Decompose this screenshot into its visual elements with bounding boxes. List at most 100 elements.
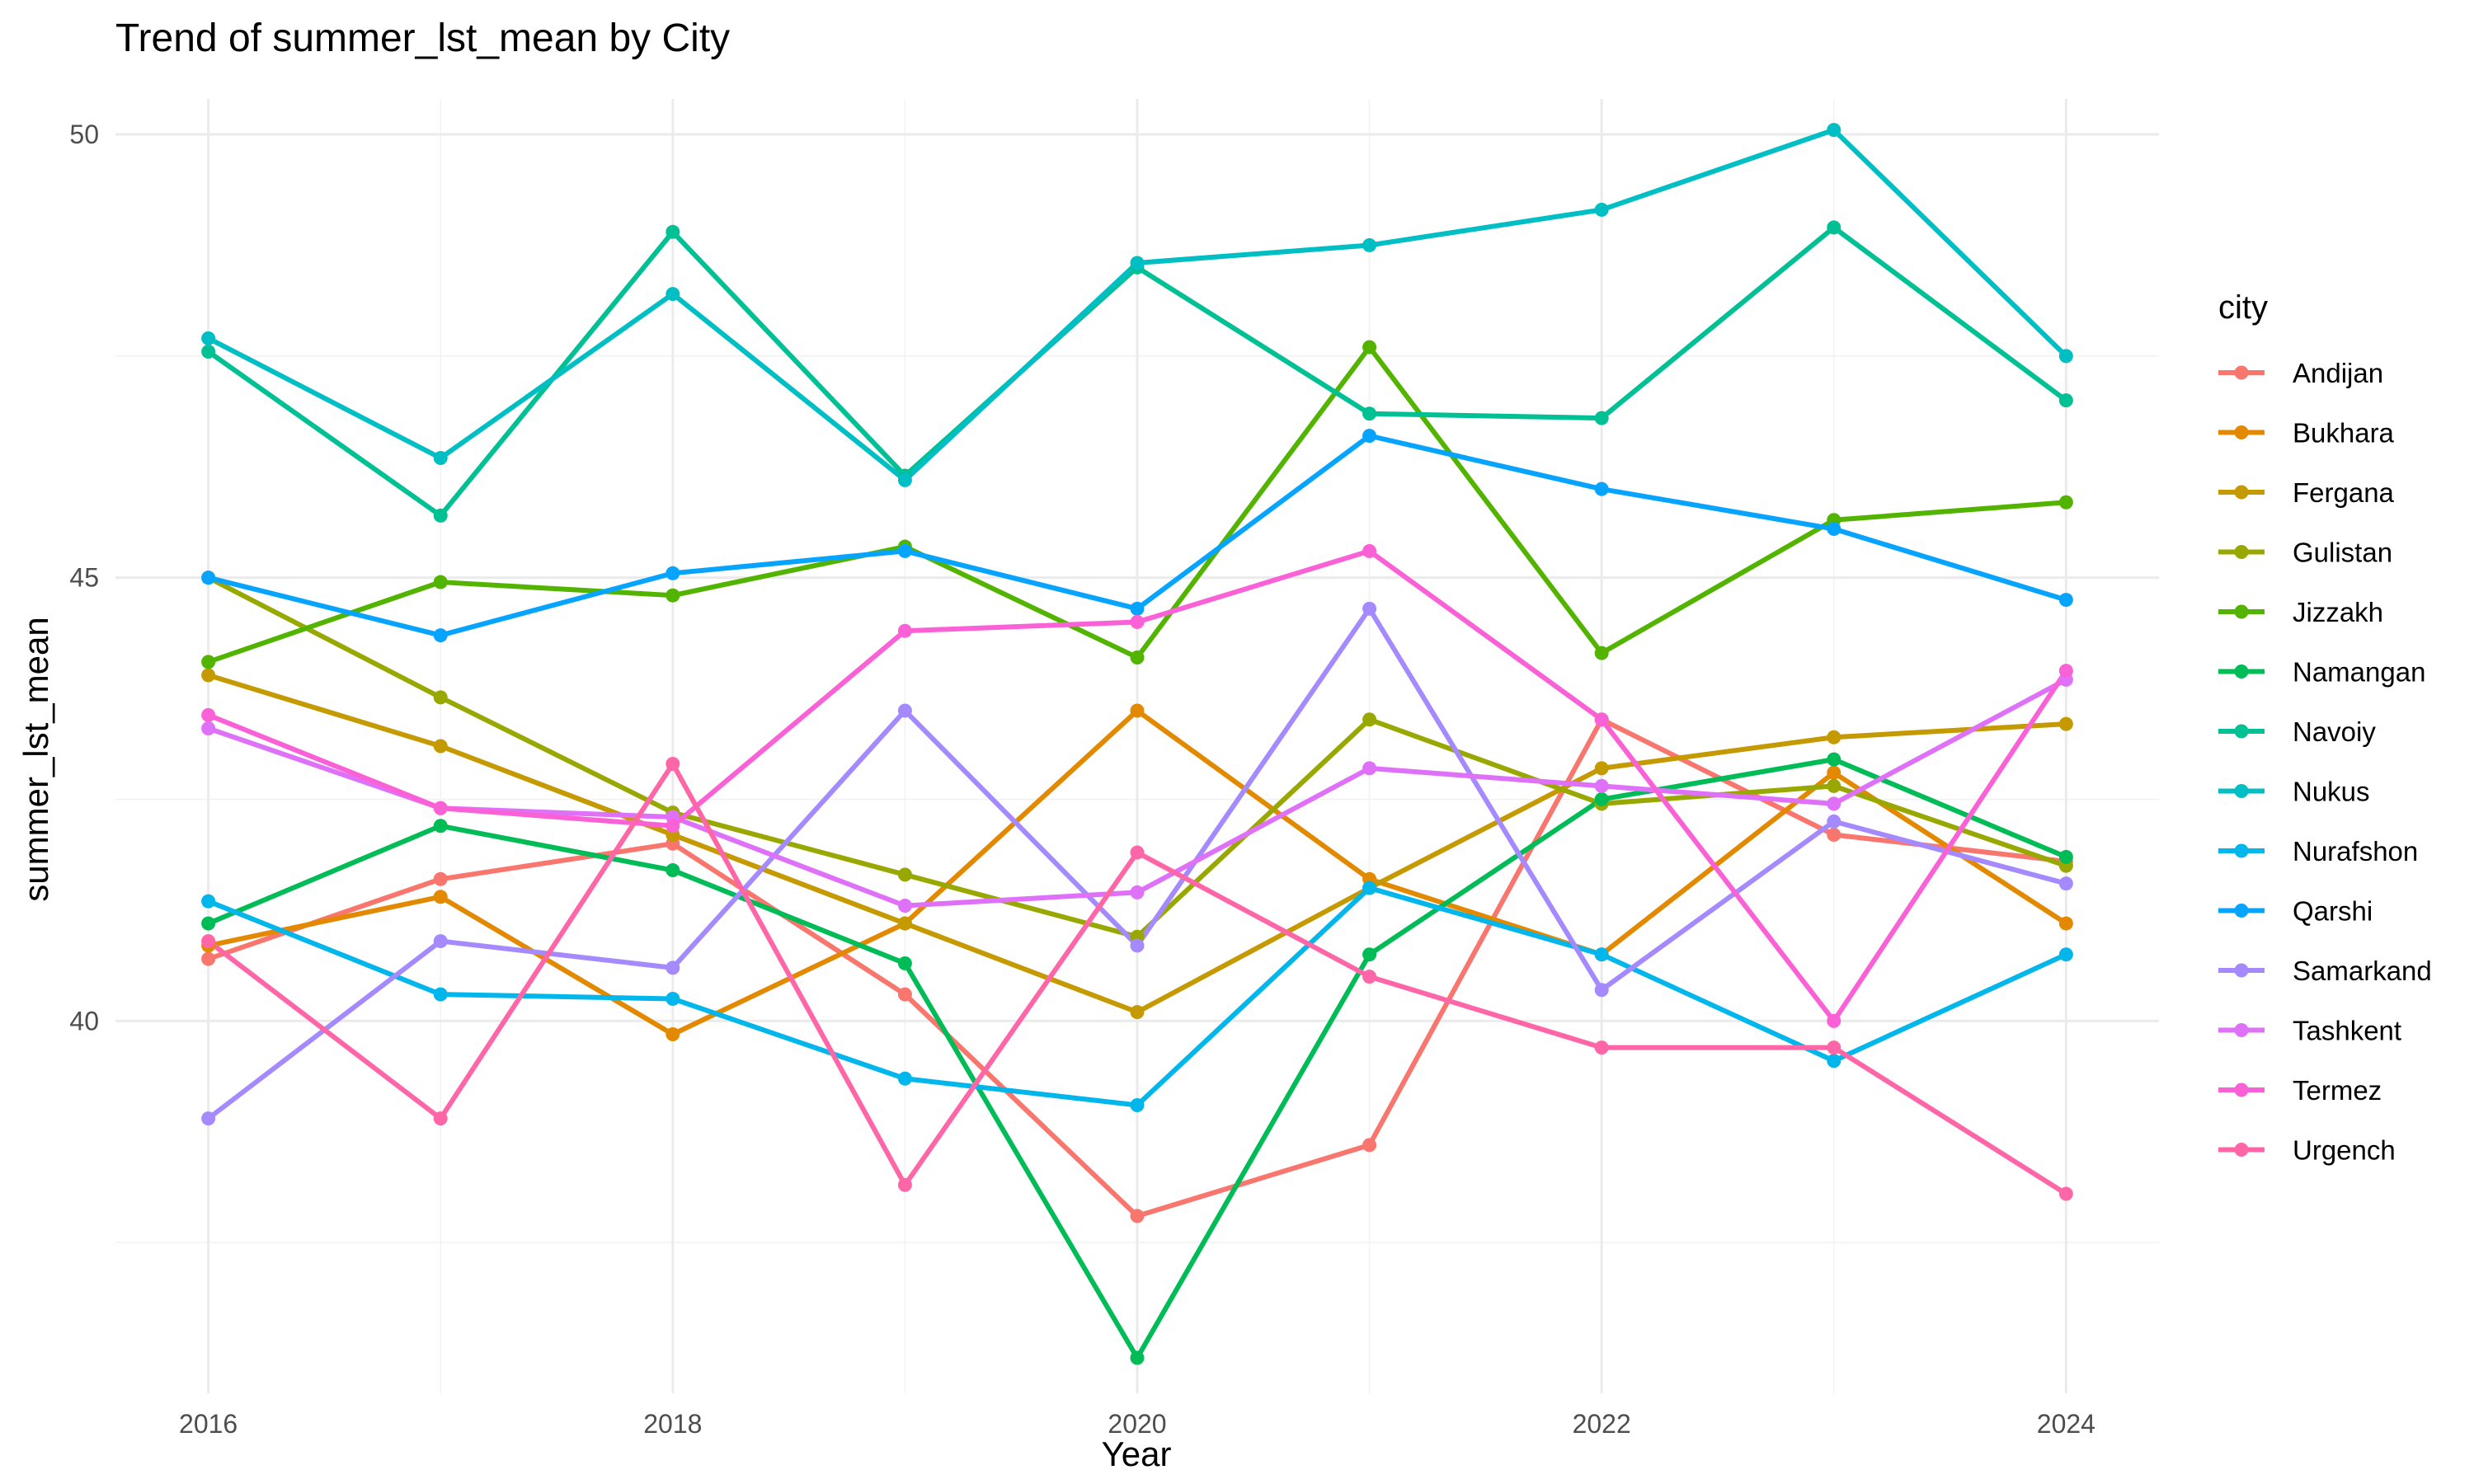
data-point-samarkand [1130, 938, 1145, 953]
data-point-nurafshon [201, 894, 216, 909]
data-point-namangan [897, 956, 912, 970]
data-point-nukus [1827, 123, 1841, 138]
legend-label: Bukhara [2293, 418, 2395, 448]
legend-item: Fergana [2218, 477, 2395, 508]
data-point-nukus [897, 472, 912, 487]
data-point-namangan [666, 863, 680, 878]
legend-label: Namangan [2293, 657, 2425, 688]
x-axis-ticks: 2016 2018 2020 2022 2024 [179, 1409, 2095, 1439]
data-point-tashkent [1130, 885, 1145, 899]
data-point-andijan [897, 987, 912, 1002]
data-point-samarkand [1827, 814, 1841, 829]
data-point-samarkand [201, 1111, 216, 1126]
data-point-tashkent [897, 899, 912, 913]
data-point-samarkand [897, 703, 912, 718]
legend-key-point [2234, 1023, 2249, 1037]
data-point-urgench [1827, 1040, 1841, 1055]
legend-item: Navoiy [2218, 716, 2376, 747]
series-points [201, 123, 2073, 1365]
legend-key-point [2234, 963, 2249, 978]
legend-label: Jizzakh [2293, 597, 2383, 627]
grid-major [115, 99, 2159, 1393]
legend-label: Navoiy [2293, 716, 2376, 747]
legend-item: Nurafshon [2218, 836, 2418, 866]
data-point-navoiy [1594, 411, 1609, 425]
y-tick-label: 50 [69, 120, 99, 149]
data-point-nukus [666, 287, 680, 302]
data-point-qarshi [897, 543, 912, 558]
y-tick-label: 40 [69, 1006, 99, 1036]
legend-label: Tashkent [2293, 1016, 2401, 1046]
data-point-qarshi [201, 571, 216, 585]
legend-item: Qarshi [2218, 896, 2373, 927]
x-tick-label: 2016 [179, 1409, 238, 1439]
data-point-urgench [433, 1111, 448, 1126]
data-point-jizzakh [666, 588, 680, 603]
data-point-nukus [201, 331, 216, 345]
data-point-namangan [433, 819, 448, 834]
data-point-gulistan [1827, 778, 1841, 793]
data-point-bukhara [1130, 703, 1145, 718]
legend-label: Samarkand [2293, 956, 2432, 986]
data-point-nurafshon [1594, 947, 1609, 962]
data-point-namangan [1827, 752, 1841, 767]
data-point-termez [1130, 614, 1145, 629]
data-point-urgench [666, 757, 680, 772]
data-point-gulistan [433, 690, 448, 705]
data-point-samarkand [2058, 876, 2073, 891]
legend-label: Termez [2293, 1075, 2382, 1106]
legend-label: Nukus [2293, 777, 2370, 807]
data-point-tashkent [1362, 761, 1377, 776]
data-point-urgench [2058, 1186, 2073, 1201]
data-point-samarkand [1594, 983, 1609, 998]
legend-key-point [2234, 784, 2249, 798]
legend-key-point [2234, 904, 2249, 918]
data-point-jizzakh [1362, 340, 1377, 355]
data-point-fergana [201, 668, 216, 683]
data-point-nurafshon [1362, 881, 1377, 895]
data-point-bukhara [433, 890, 448, 904]
y-axis-ticks: 40 45 50 [69, 120, 99, 1036]
data-point-qarshi [666, 566, 680, 580]
legend-item: Tashkent [2218, 1016, 2401, 1046]
data-point-andijan [1130, 1209, 1145, 1223]
data-point-termez [1827, 1013, 1841, 1028]
data-point-termez [897, 623, 912, 638]
data-point-jizzakh [201, 655, 216, 669]
legend-key-point [2234, 665, 2249, 679]
legend-title: city [2218, 289, 2268, 326]
data-point-bukhara [666, 1026, 680, 1041]
legend-label: Andijan [2293, 358, 2383, 388]
data-point-qarshi [1594, 481, 1609, 496]
legend-item: Andijan [2218, 358, 2383, 388]
legend-key-point [2234, 1082, 2249, 1097]
data-point-nurafshon [1827, 1054, 1841, 1068]
legend-label: Qarshi [2293, 896, 2373, 927]
data-point-nukus [1594, 202, 1609, 217]
data-point-fergana [1827, 730, 1841, 744]
data-point-samarkand [666, 960, 680, 975]
data-point-urgench [1130, 845, 1145, 860]
x-tick-label: 2024 [2037, 1409, 2095, 1439]
legend-key-point [2234, 1143, 2249, 1157]
data-point-termez [666, 819, 680, 834]
data-point-urgench [897, 1177, 912, 1192]
data-point-urgench [1362, 970, 1377, 984]
legend-item: Gulistan [2218, 538, 2392, 568]
data-point-nukus [1362, 237, 1377, 252]
data-point-termez [201, 707, 216, 722]
data-point-navoiy [1362, 406, 1377, 421]
data-point-tashkent [201, 721, 216, 735]
chart-title: Trend of summer_lst_mean by City [115, 16, 730, 60]
data-point-termez [2058, 664, 2073, 679]
data-point-namangan [1594, 792, 1609, 807]
data-point-fergana [2058, 716, 2073, 731]
legend-item: Termez [2218, 1075, 2382, 1106]
legend-key-point [2234, 545, 2249, 559]
x-axis-title: Year [1102, 1435, 1172, 1473]
legend-item: Urgench [2218, 1135, 2396, 1166]
data-point-jizzakh [2058, 495, 2073, 510]
data-point-tashkent [1594, 778, 1609, 793]
data-point-jizzakh [1594, 646, 1609, 660]
